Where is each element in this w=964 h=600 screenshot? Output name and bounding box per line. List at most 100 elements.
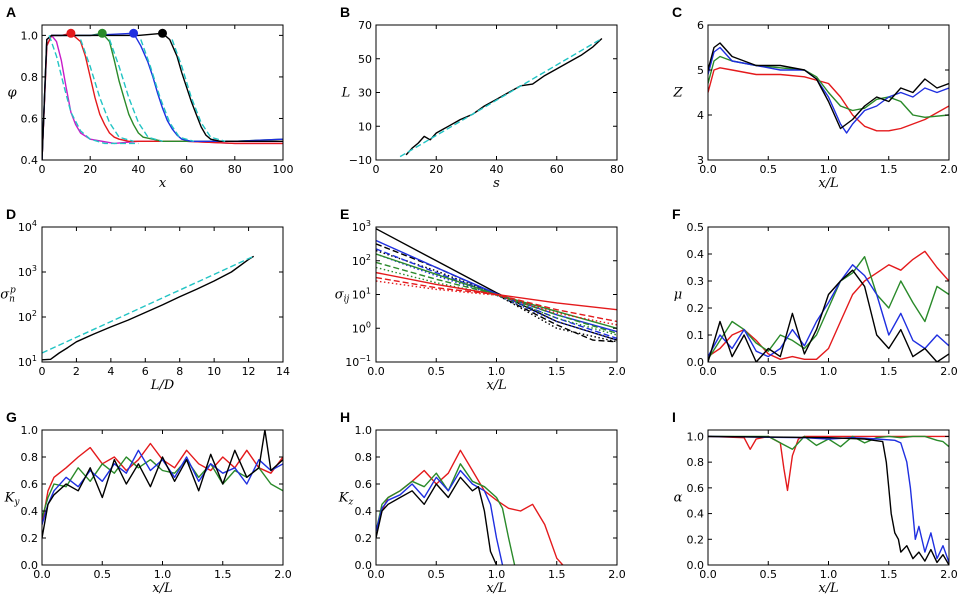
- xtick-label: 2.0: [940, 568, 958, 581]
- series-A-fit-cyan-5: [171, 39, 226, 142]
- series-B-fit: [399, 37, 603, 158]
- ytick-label: 0.8: [21, 451, 39, 464]
- series-F-green: [708, 256, 949, 360]
- xtick-label: 1.5: [880, 568, 898, 581]
- series-D-simulation: [42, 255, 255, 361]
- ylabel-C: Z: [672, 86, 683, 101]
- xlabel-B: s: [493, 176, 500, 191]
- panel-label-B: B: [340, 4, 350, 20]
- frame-A: [41, 24, 284, 161]
- panel-A: 0 20 40 60 80 100 0.4 0.6 0.8 1.0 Ax φ: [6, 4, 294, 191]
- ytick-label: 0.8: [687, 456, 705, 469]
- ytick-label: 0.6: [21, 112, 39, 125]
- series-E-red-solid: [376, 271, 617, 311]
- series-A-fit-cyan-2: [79, 39, 134, 142]
- series-group-I: [708, 435, 949, 565]
- series-A-black: [42, 32, 283, 160]
- series-H-black: [376, 476, 498, 565]
- series-E-blue-dotted: [376, 253, 617, 341]
- ylabel-F: μ: [674, 288, 682, 303]
- xtick-label: 0.5: [428, 365, 446, 378]
- series-C-black: [708, 42, 949, 130]
- xtick-label: 2.0: [940, 163, 958, 176]
- xtick-label: 0: [373, 163, 380, 176]
- series-group-D: [42, 255, 255, 361]
- xlabel-D: L/D: [150, 378, 175, 393]
- panel-G: 0.0 0.5 1.0 1.5 2.0 0.0 0.2 0.4 0.6 0.8 1.0 Gx/L Ky: [4, 409, 292, 596]
- panel-label-G: G: [6, 409, 17, 425]
- series-group-H: [376, 449, 564, 565]
- ytick-label: 70: [358, 19, 372, 32]
- panel-C: 0.0 0.5 1.0 1.5 2.0 3 4 5 6 Cx/L Z: [672, 4, 958, 191]
- ytick-label: 0.6: [355, 478, 373, 491]
- xlabel-H: x/L: [486, 581, 506, 596]
- series-G-black: [42, 430, 283, 539]
- ylabel-D: σnp: [0, 286, 16, 305]
- ytick-label: 0.8: [21, 71, 39, 84]
- xtick-label: 1.5: [548, 568, 566, 581]
- series-G-blue: [42, 449, 283, 525]
- xtick-label: 60: [550, 163, 564, 176]
- series-H-green: [376, 463, 516, 565]
- xtick-label: 40: [131, 163, 145, 176]
- series-G-red: [42, 442, 283, 525]
- series-F-blue: [708, 264, 949, 358]
- ylabel-G: Ky: [4, 491, 21, 508]
- series-E-green-dashed: [376, 261, 617, 334]
- ytick-label: 10: [358, 120, 372, 133]
- xtick-label: 4: [107, 365, 114, 378]
- frame-B: [375, 24, 618, 161]
- series-E-red-dashed: [376, 276, 617, 323]
- series-H-red: [376, 449, 564, 565]
- ylabel-I: α: [674, 491, 683, 506]
- series-A-fit-cyan-4: [140, 39, 194, 142]
- xtick-label: 20: [429, 163, 443, 176]
- series-E-green-dotted: [376, 266, 617, 336]
- ytick-label: 1.0: [355, 424, 373, 437]
- xtick-label: 2.0: [608, 365, 626, 378]
- panel-I: 0.0 0.5 1.0 1.5 2.0 0.0 0.2 0.4 0.6 0.8 1.0 Ix/L α: [672, 409, 958, 596]
- series-group-B: [399, 37, 603, 158]
- series-C-red: [708, 67, 949, 132]
- ytick-label: 101: [352, 287, 371, 302]
- xtick-label: 0.0: [33, 568, 51, 581]
- ytick-label: 100: [352, 320, 371, 335]
- ytick-label: 0.2: [687, 302, 705, 315]
- xtick-label: 1.0: [154, 568, 172, 581]
- series-group-A: [42, 32, 283, 160]
- ytick-label: 0.0: [355, 559, 373, 572]
- ytick-label: 104: [18, 219, 37, 234]
- series-C-blue: [708, 46, 949, 134]
- ytick-label: 0.2: [21, 532, 39, 545]
- ytick-label: 0.1: [687, 329, 705, 342]
- panel-label-I: I: [672, 409, 676, 425]
- ytick-label: 0.4: [21, 154, 39, 167]
- ytick-label: 6: [697, 19, 704, 32]
- xtick-label: 60: [180, 163, 194, 176]
- ytick-label: 0.0: [21, 559, 39, 572]
- series-H-blue: [376, 469, 504, 565]
- ytick-label: 0.4: [355, 505, 373, 518]
- xtick-label: 0.5: [94, 568, 112, 581]
- frame-D: [41, 226, 284, 363]
- xtick-label: 1.5: [214, 568, 232, 581]
- ytick-label: 0.6: [687, 482, 705, 495]
- series-E-black-dashed: [376, 243, 617, 343]
- xtick-label: 2.0: [608, 568, 626, 581]
- ytick-label: −10: [349, 154, 372, 167]
- frame-I: [707, 429, 950, 566]
- xtick-label: 12: [242, 365, 256, 378]
- series-G-green: [42, 456, 283, 518]
- xtick-label: 1.5: [880, 365, 898, 378]
- ytick-label: 101: [18, 354, 37, 369]
- ytick-label: 0.0: [687, 559, 705, 572]
- xtick-label: 2: [73, 365, 80, 378]
- panel-label-D: D: [6, 206, 16, 222]
- series-E-red-dotted: [376, 280, 617, 326]
- xlabel-I: x/L: [818, 581, 838, 596]
- xtick-label: 0: [39, 163, 46, 176]
- ylabel-E: σij: [335, 288, 350, 305]
- series-D-fit: [42, 255, 254, 354]
- series-group-C: [708, 42, 949, 134]
